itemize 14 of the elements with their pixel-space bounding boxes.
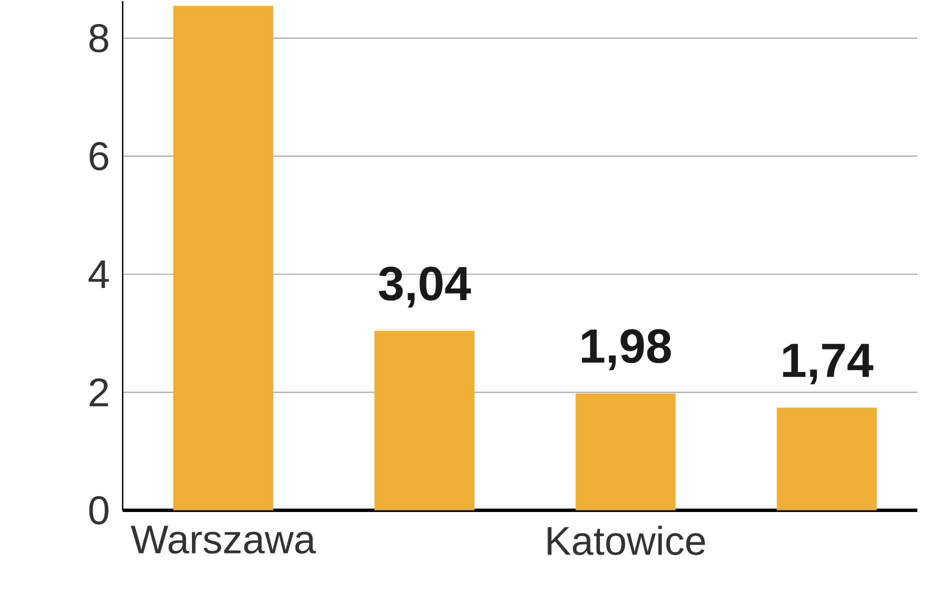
y-tick-label: 2 [90,378,108,406]
bar [173,6,274,510]
bar [776,408,877,510]
y-tick-label: 8 [89,24,108,52]
y-tick-label: 0 [89,496,108,524]
y-tick-label: 4 [88,260,109,288]
x-tick-label: Warszawa [130,526,316,554]
data-label: 1,98 [582,329,671,370]
x-tick-label: Katowice [548,526,705,556]
bar [576,393,676,510]
y-tick-label: 6 [90,142,108,170]
data-label: 1,74 [783,344,874,384]
bar [374,330,474,510]
data-label: 3,04 [378,266,471,308]
